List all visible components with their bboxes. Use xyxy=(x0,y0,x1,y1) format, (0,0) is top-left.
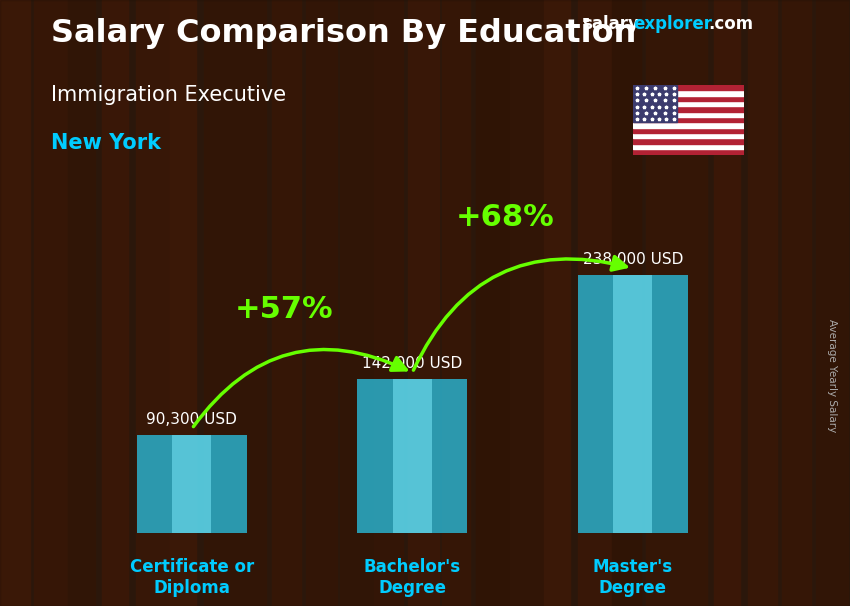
Bar xyxy=(816,0,848,606)
Bar xyxy=(633,90,744,96)
Bar xyxy=(173,435,211,533)
Bar xyxy=(238,0,266,606)
Bar xyxy=(136,0,169,606)
Text: 142,000 USD: 142,000 USD xyxy=(362,356,462,371)
Text: +68%: +68% xyxy=(456,204,554,233)
Text: .com: .com xyxy=(708,15,753,33)
Bar xyxy=(578,0,615,606)
Text: Master's
Degree: Master's Degree xyxy=(592,559,673,598)
Bar xyxy=(680,0,707,606)
Bar xyxy=(340,0,373,606)
Bar xyxy=(614,275,652,533)
Bar xyxy=(633,85,677,122)
Bar xyxy=(442,0,470,606)
Text: Salary Comparison By Education: Salary Comparison By Education xyxy=(51,18,637,49)
Text: salary: salary xyxy=(582,15,639,33)
Bar xyxy=(633,138,744,144)
Text: Certificate or
Diploma: Certificate or Diploma xyxy=(130,559,254,598)
Bar xyxy=(408,0,439,606)
Bar xyxy=(102,0,128,606)
Bar xyxy=(633,112,744,117)
Bar xyxy=(204,0,240,606)
Bar xyxy=(714,0,740,606)
Bar xyxy=(137,435,246,533)
Bar xyxy=(633,128,744,133)
Bar xyxy=(633,96,744,101)
Bar xyxy=(68,0,95,606)
Bar xyxy=(476,0,509,606)
Bar xyxy=(633,85,744,90)
Bar xyxy=(633,117,744,122)
Bar xyxy=(34,0,69,606)
Bar xyxy=(748,0,777,606)
Text: Bachelor's
Degree: Bachelor's Degree xyxy=(364,559,461,598)
Text: 238,000 USD: 238,000 USD xyxy=(582,251,683,267)
Bar xyxy=(510,0,543,606)
Bar xyxy=(612,0,642,606)
Bar xyxy=(170,0,196,606)
Bar xyxy=(306,0,337,606)
Text: Immigration Executive: Immigration Executive xyxy=(51,85,286,105)
Bar xyxy=(646,0,680,606)
Text: explorer: explorer xyxy=(633,15,712,33)
Bar xyxy=(633,101,744,106)
Text: Average Yearly Salary: Average Yearly Salary xyxy=(827,319,837,432)
Bar xyxy=(357,379,468,533)
Bar xyxy=(633,122,744,128)
Text: 90,300 USD: 90,300 USD xyxy=(146,412,237,427)
Bar xyxy=(782,0,812,606)
Bar xyxy=(633,133,744,138)
Bar xyxy=(544,0,570,606)
Bar xyxy=(578,275,688,533)
Bar xyxy=(633,144,744,149)
Bar xyxy=(0,0,31,606)
Bar xyxy=(374,0,403,606)
Bar xyxy=(272,0,302,606)
Text: +57%: +57% xyxy=(235,295,334,324)
Bar xyxy=(393,379,432,533)
Bar xyxy=(633,106,744,112)
Text: New York: New York xyxy=(51,133,161,153)
Bar xyxy=(633,149,744,155)
